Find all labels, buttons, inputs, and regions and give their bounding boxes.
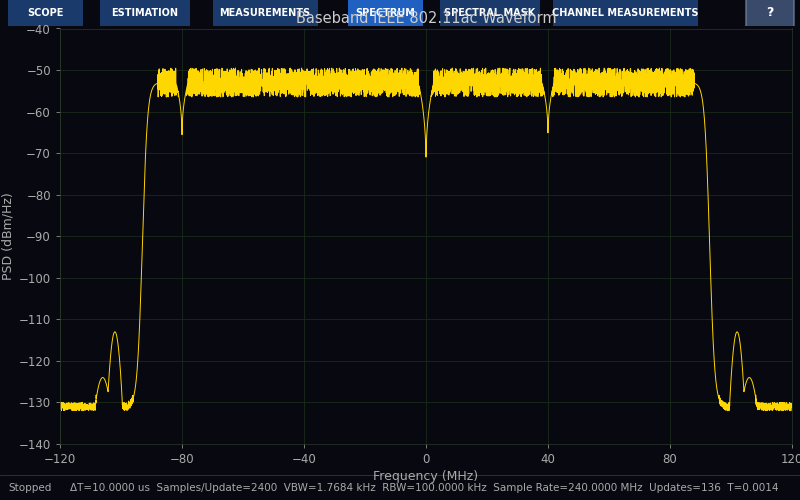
Bar: [100, 0, 190, 26]
X-axis label: Frequency (MHz): Frequency (MHz): [374, 470, 478, 483]
Text: SPECTRAL MASK: SPECTRAL MASK: [444, 8, 536, 18]
Bar: [213, 0, 318, 26]
Bar: [347, 0, 422, 26]
Text: MEASUREMENTS: MEASUREMENTS: [219, 8, 310, 18]
Title: Baseband IEEE 802.11ac Waveform: Baseband IEEE 802.11ac Waveform: [296, 11, 556, 26]
FancyBboxPatch shape: [746, 0, 794, 76]
Text: ?: ?: [766, 6, 774, 20]
Text: ΔT=10.0000 us  Samples/Update=2400  VBW=1.7684 kHz  RBW=100.0000 kHz  Sample Rat: ΔT=10.0000 us Samples/Update=2400 VBW=1.…: [70, 484, 778, 494]
Bar: [440, 0, 540, 26]
Text: SCOPE: SCOPE: [27, 8, 63, 18]
Bar: [553, 0, 698, 26]
Bar: [7, 0, 82, 26]
Text: Stopped: Stopped: [8, 484, 51, 494]
Text: CHANNEL MEASUREMENTS: CHANNEL MEASUREMENTS: [552, 8, 698, 18]
Text: ESTIMATION: ESTIMATION: [111, 8, 178, 18]
Text: SPECTRUM: SPECTRUM: [355, 8, 415, 18]
Y-axis label: PSD (dBm/Hz): PSD (dBm/Hz): [2, 192, 14, 280]
